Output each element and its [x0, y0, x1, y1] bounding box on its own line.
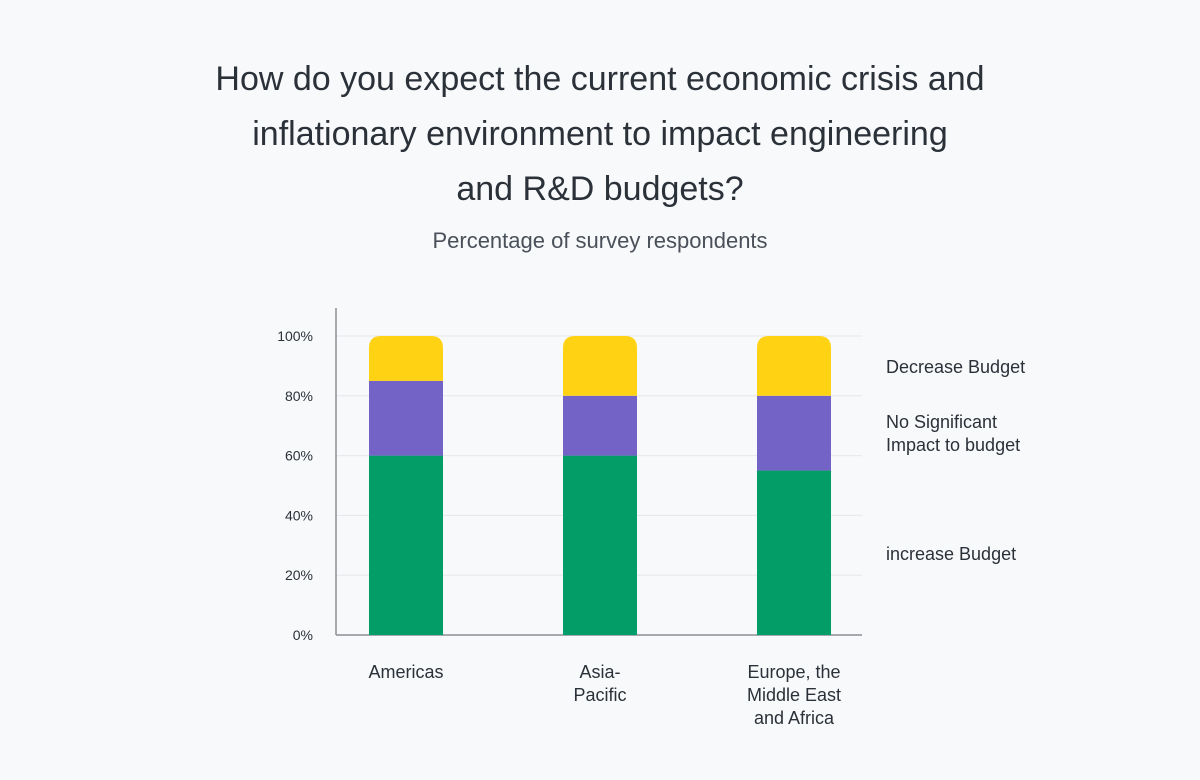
- x-category-label: Pacific: [573, 685, 626, 705]
- bar-segment: [369, 336, 443, 381]
- bar-segment: [369, 455, 443, 635]
- x-category-label: Asia-: [579, 662, 620, 682]
- x-category-label: Americas: [368, 662, 443, 682]
- legend-label: Decrease Budget: [886, 357, 1025, 377]
- legend-label: Impact to budget: [886, 435, 1020, 455]
- bar-segment: [757, 395, 831, 471]
- bar-segment: [563, 455, 637, 635]
- chart-title-line: inflationary environment to impact engin…: [252, 115, 948, 153]
- y-tick-label: 100%: [277, 328, 313, 344]
- y-tick-label: 80%: [285, 388, 313, 404]
- x-category-label: and Africa: [754, 708, 835, 728]
- bar-segment: [757, 336, 831, 396]
- y-tick-label: 0%: [293, 627, 313, 643]
- chart-title: How do you expect the current economic c…: [0, 52, 1200, 217]
- y-tick-label: 40%: [285, 507, 313, 523]
- bar-segment: [757, 470, 831, 635]
- bar-segment: [369, 380, 443, 456]
- legend-label: increase Budget: [886, 544, 1016, 564]
- y-tick-label: 20%: [285, 567, 313, 583]
- x-category-label: Europe, the: [747, 662, 840, 682]
- y-tick-label: 60%: [285, 448, 313, 464]
- chart-subtitle: Percentage of survey respondents: [432, 228, 768, 253]
- x-category-label: Middle East: [747, 685, 841, 705]
- bar-segment: [563, 395, 637, 456]
- legend-label: No Significant: [886, 412, 997, 432]
- chart-title-line: How do you expect the current economic c…: [215, 60, 985, 98]
- bar-segment: [563, 336, 637, 396]
- chart-title-line: and R&D budgets?: [456, 170, 744, 208]
